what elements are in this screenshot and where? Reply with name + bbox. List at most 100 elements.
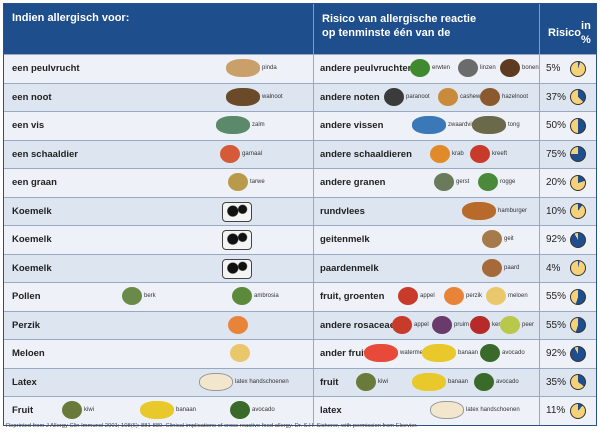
risk-label: andere vissen — [320, 120, 384, 131]
allergy-cell: een noot walnoot — [4, 83, 314, 111]
right-food-item: gerst — [434, 173, 469, 191]
risk-cell: latex latex handschoenen — [314, 397, 540, 425]
allergy-cell: Perzik — [4, 311, 314, 339]
banana-icon — [140, 401, 174, 419]
allergy-label: Koemelk — [12, 262, 52, 274]
left-food-item — [222, 258, 252, 279]
left-food-item: zalm — [216, 116, 265, 134]
food-item-label: avocado — [496, 378, 519, 385]
right-food-item: paranoot — [384, 87, 430, 106]
kiwi-icon — [62, 401, 82, 419]
allergy-cell: een graan tarwe — [4, 169, 314, 197]
allergy-label: Perzik — [12, 319, 40, 331]
food-item-label: krab — [452, 150, 464, 157]
risk-label: fruit, groenten — [320, 291, 385, 302]
risk-cell: andere rosaceae appel pruim kers peer — [314, 311, 540, 339]
hamburger-icon — [462, 201, 496, 220]
table-row: Fruit kiwi banaan avocado latex latex handsch… — [4, 396, 596, 425]
risk-cell: rundvlees hamburger — [314, 197, 540, 225]
risk-percent: 35% — [546, 376, 567, 388]
food-item-label: perzik — [466, 293, 483, 299]
risk-pie-icon — [570, 260, 586, 277]
risk-percent: 92% — [546, 234, 567, 246]
percent-cell: 11% — [540, 397, 596, 425]
right-food-item: pruim — [432, 315, 469, 334]
percent-cell: 55% — [540, 283, 596, 311]
risk-percent: 50% — [546, 120, 567, 132]
crab-icon — [430, 144, 450, 163]
food-item-label: geit — [504, 236, 514, 242]
food-item-label: cashew — [460, 93, 481, 100]
allergy-cell: Fruit kiwi banaan avocado — [4, 397, 314, 425]
food-item-label: hamburger — [498, 207, 528, 214]
food-item-label: banaan — [448, 378, 469, 385]
risk-cell: andere granen gerst rogge — [314, 169, 540, 197]
right-food-item: banaan — [422, 344, 478, 362]
percent-cell: 5% — [540, 55, 596, 83]
risk-label: paardenmelk — [320, 262, 379, 274]
glove-icon — [430, 401, 464, 419]
risk-cell: fruit kiwi banaan avocado — [314, 368, 540, 396]
risk-label: andere granen — [320, 177, 386, 188]
header-risk: Risico van allergische reactie op tenmin… — [314, 4, 540, 54]
food-item-label: gerst — [456, 179, 470, 185]
barley-icon — [434, 173, 454, 191]
food-item-label: kers — [492, 321, 504, 328]
risk-cell: andere peulvruchten erwten linzen bonen — [314, 55, 540, 83]
percent-cell: 37% — [540, 84, 596, 112]
risk-percent: 75% — [546, 148, 567, 160]
melon-icon — [486, 287, 506, 305]
footer-citation: Reprinted from J Allergy Clin Immunol 20… — [6, 423, 418, 429]
table-header: Indien allergisch voor: Risico van aller… — [4, 4, 596, 54]
risk-cell: ander fruit watermeloen banaan avocado — [314, 340, 540, 368]
food-item-label: bonen — [522, 65, 539, 71]
risk-label: andere noten — [320, 91, 380, 103]
left-food-item: walnoot — [226, 87, 283, 106]
risk-percent: 11% — [546, 405, 566, 417]
table-row: een schaaldier garnaal andere schaaldieren… — [4, 139, 596, 168]
food-item-label: zwaardvis — [448, 122, 475, 128]
right-food-item: bonen — [500, 59, 539, 77]
food-item-label: hazelnoot — [502, 93, 529, 100]
left-food-item: pinda — [226, 59, 277, 77]
cashew-icon — [438, 87, 458, 106]
right-food-item: banaan — [412, 372, 469, 391]
banana-icon — [412, 372, 446, 391]
right-food-item: kers — [470, 315, 504, 334]
risk-label: geitenmelk — [320, 234, 370, 245]
allergy-cell: een schaaldier garnaal — [4, 140, 314, 168]
apple-icon — [392, 315, 412, 334]
right-food-item: rogge — [478, 173, 515, 191]
hazelnut-icon — [480, 87, 500, 106]
lobster-icon — [470, 144, 490, 163]
avocado-icon — [480, 344, 500, 362]
food-item-label: paranoot — [406, 93, 430, 100]
right-food-item: appel — [398, 287, 435, 305]
food-item-label: peer — [522, 321, 535, 328]
header-percent: Risico in % — [540, 4, 596, 54]
allergy-label: een noot — [12, 91, 52, 103]
ragweed-icon — [232, 287, 252, 305]
left-food-item: tarwe — [228, 173, 265, 191]
swordfish-icon — [412, 116, 446, 134]
left-food-item: latex handschoenen — [199, 372, 289, 391]
allergy-label: een vis — [12, 120, 45, 131]
table-row: Meloen ander fruit watermeloen banaan avocad… — [4, 339, 596, 368]
allergy-label: Koemelk — [12, 234, 52, 245]
food-item-label: erwten — [432, 65, 451, 71]
peach-icon — [228, 315, 248, 334]
right-food-item: avocado — [480, 344, 525, 362]
allergy-cell: Latex latex handschoenen — [4, 368, 314, 396]
food-item-label: berk — [144, 293, 156, 299]
allergy-cell: Koemelk — [4, 226, 314, 254]
risk-pie-icon — [570, 345, 586, 362]
food-item-label: banaan — [176, 407, 197, 413]
food-item-label: linzen — [480, 65, 496, 71]
table-row: Pollen berk ambrosia fruit, groenten appel pe… — [4, 282, 596, 311]
allergy-table: Indien allergisch voor: Risico van aller… — [3, 3, 597, 426]
risk-percent: 4% — [546, 262, 561, 274]
risk-pie-icon — [570, 374, 586, 391]
bean-icon — [500, 59, 520, 77]
table-row: Latex latex handschoenen fruit kiwi banaan av… — [4, 367, 596, 396]
left-food-item: banaan — [140, 401, 196, 419]
